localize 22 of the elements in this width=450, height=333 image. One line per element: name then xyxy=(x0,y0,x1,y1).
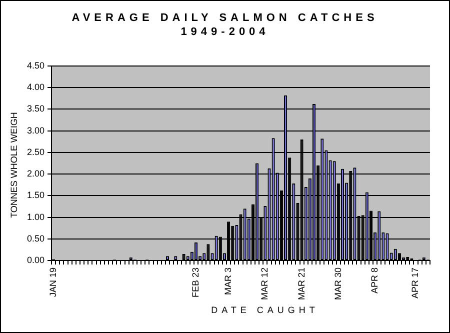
x-tick-label: APR 8 xyxy=(370,267,380,294)
x-tick-label: APR 17 xyxy=(410,267,420,299)
x-tick-label: MAR 30 xyxy=(332,267,343,300)
y-tick-label: 4.00 xyxy=(26,82,45,92)
chart-subtitle: 1949-2004 xyxy=(180,26,270,38)
y-tick-label: 2.00 xyxy=(26,168,45,179)
y-tick-label: 0.00 xyxy=(26,254,45,265)
x-tick-label: MAR 21 xyxy=(296,267,306,300)
y-tick-label: 1.50 xyxy=(26,190,45,200)
y-tick-label: 3.50 xyxy=(26,104,45,114)
x-tick-label: FEB 23 xyxy=(190,267,200,298)
chart-title: AVERAGE DAILY SALMON CATCHES xyxy=(70,12,380,24)
y-tick-label: 2.50 xyxy=(26,146,45,157)
x-tick-label: MAR 12 xyxy=(260,267,270,300)
y-tick-label: 4.50 xyxy=(26,60,45,70)
x-tick-label: JAN 19 xyxy=(48,267,58,298)
y-axis-title: TONNES WHOLE WEIGH xyxy=(9,111,19,220)
x-tick-label: MAR 3 xyxy=(223,267,234,296)
x-axis-title: DATE CAUGHT xyxy=(210,305,320,315)
y-tick-label: 1.00 xyxy=(26,212,45,222)
y-tick-label: 0.50 xyxy=(26,233,45,244)
y-tick-label: 3.00 xyxy=(26,125,45,136)
